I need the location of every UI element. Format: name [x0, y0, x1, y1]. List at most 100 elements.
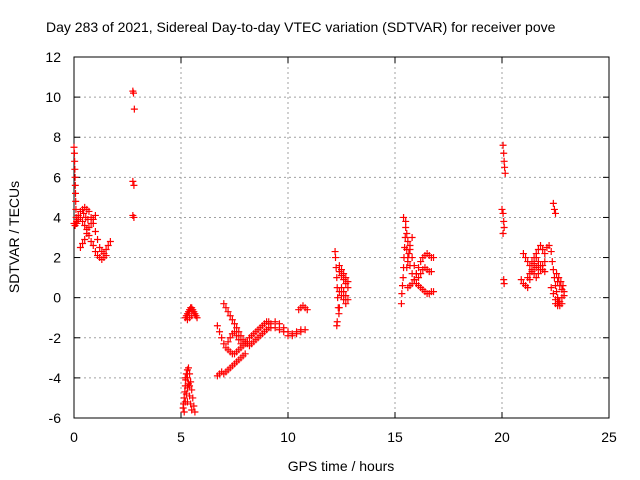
data-point: [534, 270, 542, 278]
data-point: [183, 374, 191, 382]
x-axis-title: GPS time / hours: [288, 458, 395, 474]
data-point: [406, 242, 414, 250]
data-point: [500, 149, 508, 157]
data-point: [303, 306, 311, 314]
x-tick-labels: 0 5 10 15 20 25: [70, 429, 617, 445]
data-point: [183, 398, 191, 406]
data-point: [130, 213, 138, 221]
data-point: [537, 266, 545, 274]
data-point: [271, 324, 279, 332]
data-point: [499, 209, 507, 217]
data-point: [427, 268, 435, 276]
data-points: [70, 87, 568, 416]
data-point: [344, 296, 352, 304]
data-point: [74, 211, 82, 219]
data-point: [231, 328, 238, 336]
data-point: [417, 258, 425, 266]
data-point: [552, 209, 559, 217]
data-point: [498, 205, 506, 213]
x-tick-label: 25: [601, 429, 617, 445]
data-point: [399, 274, 407, 282]
data-point: [71, 189, 79, 197]
data-point: [555, 274, 563, 282]
data-point: [83, 229, 91, 237]
data-point: [334, 294, 342, 302]
data-point: [180, 408, 188, 416]
data-point: [87, 219, 95, 227]
data-point: [233, 332, 241, 340]
data-point: [301, 326, 309, 334]
data-point: [129, 89, 137, 97]
data-point: [332, 254, 340, 262]
data-point: [129, 177, 137, 185]
data-point: [397, 300, 405, 308]
data-point: [85, 223, 93, 231]
y-tick-label: 10: [45, 89, 61, 105]
y-tick-label: 2: [53, 250, 61, 266]
data-point: [430, 254, 438, 262]
data-point: [524, 284, 532, 292]
data-point: [410, 276, 418, 284]
data-point: [188, 386, 196, 394]
data-point: [398, 282, 406, 290]
data-point: [188, 312, 196, 320]
y-tick-label: -4: [49, 370, 62, 386]
data-point: [96, 244, 104, 252]
data-point: [539, 246, 547, 254]
data-point: [184, 364, 192, 372]
data-point: [528, 266, 536, 274]
data-point: [280, 328, 288, 336]
plot-frame: [73, 56, 610, 419]
data-point: [553, 270, 561, 278]
data-point: [398, 290, 406, 298]
data-point: [335, 262, 343, 270]
data-point: [72, 197, 80, 205]
data-point: [81, 221, 89, 229]
data-point: [275, 320, 283, 328]
data-point: [500, 157, 508, 165]
data-point: [70, 143, 78, 151]
data-point: [549, 290, 557, 298]
axis-ticks: [73, 56, 610, 419]
data-point: [81, 236, 89, 244]
data-point: [130, 181, 138, 189]
data-point: [549, 199, 557, 207]
y-tick-label: 12: [45, 49, 61, 65]
data-point: [501, 163, 509, 171]
data-point: [402, 223, 410, 231]
data-point: [522, 254, 530, 262]
data-point: [344, 284, 352, 292]
data-point: [403, 246, 411, 254]
chart-title: Day 283 of 2021, Sidereal Day-to-day VTE…: [46, 19, 556, 35]
data-point: [342, 274, 350, 282]
data-point: [241, 350, 249, 358]
data-point: [524, 274, 532, 282]
y-tick-label: -2: [49, 330, 62, 346]
data-point: [186, 392, 194, 400]
data-point: [100, 250, 108, 258]
data-point: [560, 292, 568, 300]
data-point: [71, 181, 79, 189]
data-point: [106, 238, 114, 246]
data-point: [541, 268, 549, 276]
data-point: [104, 242, 112, 250]
data-point: [188, 406, 196, 414]
data-point: [180, 394, 188, 402]
data-point: [220, 340, 228, 348]
y-tick-label: -6: [49, 410, 62, 426]
data-point: [79, 240, 87, 248]
data-point: [340, 288, 348, 296]
data-point: [557, 278, 565, 286]
data-point: [130, 105, 138, 113]
data-point: [84, 215, 92, 223]
grid-lines: [74, 57, 609, 418]
data-point: [333, 274, 341, 282]
data-point: [233, 324, 241, 332]
data-point: [293, 330, 301, 338]
x-tick-label: 20: [494, 429, 510, 445]
data-point: [499, 229, 507, 237]
data-point: [541, 250, 549, 258]
data-point: [231, 320, 238, 328]
data-point: [550, 205, 558, 213]
data-point: [548, 258, 556, 266]
